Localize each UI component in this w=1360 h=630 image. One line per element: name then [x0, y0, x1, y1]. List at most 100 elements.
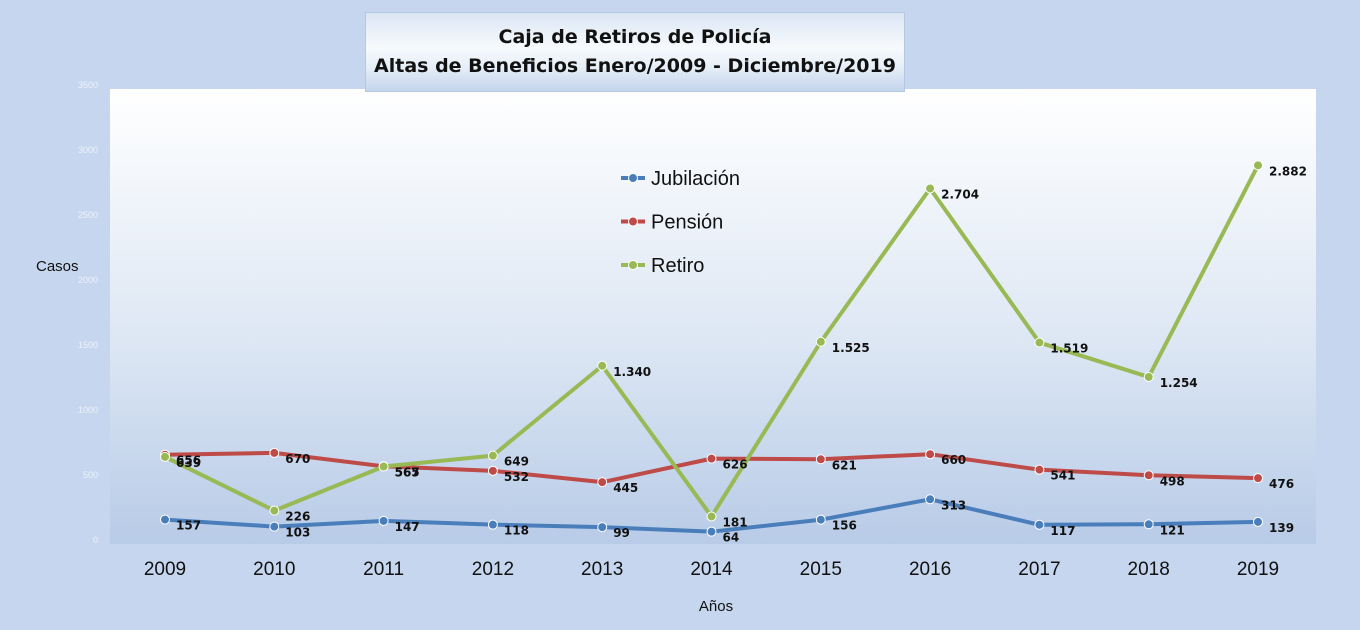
data-label: 1.254 — [1160, 376, 1198, 390]
x-tick-label: 2015 — [800, 559, 842, 580]
y-tick-label: 2000 — [78, 275, 98, 285]
data-point-jubilacion — [269, 521, 280, 532]
data-label: 121 — [1160, 523, 1185, 537]
data-label: 656 — [176, 454, 201, 468]
data-point-retiro — [1253, 160, 1263, 171]
legend-label: Jubilación — [651, 168, 740, 190]
data-point-pension — [597, 477, 608, 488]
data-point-retiro — [1034, 337, 1045, 348]
x-tick-label: 2009 — [144, 559, 186, 580]
x-tick-label: 2011 — [363, 559, 404, 580]
data-point-retiro — [925, 183, 936, 194]
data-label: 639 — [176, 456, 201, 470]
data-label: 541 — [1050, 469, 1075, 483]
data-point-retiro — [269, 505, 280, 516]
data-point-pension — [1253, 473, 1263, 484]
data-label: 313 — [941, 498, 966, 512]
data-point-retiro — [487, 450, 498, 461]
data-labels: 157 103 147 118 99 64 156 313 117 121 139 656 670 567… — [176, 164, 1307, 544]
legend-marker — [628, 216, 638, 227]
y-tick-label: 0 — [93, 535, 98, 545]
x-tick-label: 2012 — [472, 559, 514, 580]
data-label: 139 — [1269, 521, 1294, 535]
x-tick-label: 2010 — [253, 559, 295, 580]
plot-area — [110, 89, 1316, 544]
data-point-pension — [1143, 470, 1154, 481]
data-point-pension — [1034, 464, 1045, 475]
data-label: 621 — [832, 458, 857, 472]
data-label: 117 — [1050, 524, 1075, 538]
data-label: 476 — [1269, 477, 1294, 491]
y-tick-label: 3000 — [78, 145, 98, 155]
legend: Jubilación Pensión Retiro — [621, 168, 740, 277]
data-point-retiro — [597, 360, 608, 371]
data-label: 532 — [504, 470, 529, 484]
data-label: 660 — [941, 453, 966, 467]
series-layer — [160, 160, 1263, 537]
y-axis-title: Casos — [36, 258, 79, 275]
data-label: 118 — [504, 524, 529, 538]
y-tick-label: 2500 — [78, 210, 98, 220]
data-label: 670 — [285, 452, 310, 466]
x-tick-label: 2014 — [690, 559, 733, 580]
data-point-jubilacion — [1034, 519, 1045, 530]
chart-title: Caja de Retiros de Policía — [498, 26, 772, 48]
x-tick-label: 2019 — [1237, 559, 1279, 580]
data-label: 1.525 — [832, 341, 870, 355]
data-point-jubilacion — [378, 515, 389, 526]
data-point-jubilacion — [925, 494, 936, 505]
x-tick-label: 2018 — [1128, 559, 1170, 580]
legend-label: Pensión — [651, 212, 723, 234]
data-label: 498 — [1160, 474, 1185, 488]
data-label: 226 — [285, 510, 310, 524]
data-label: 181 — [723, 515, 748, 529]
data-label: 626 — [723, 458, 748, 472]
data-label: 2.704 — [941, 187, 979, 201]
data-label: 445 — [613, 481, 638, 495]
data-point-jubilacion — [487, 519, 498, 530]
data-point-pension — [925, 449, 936, 460]
data-point-jubilacion — [597, 522, 608, 533]
legend-marker — [628, 173, 638, 183]
data-point-retiro — [1143, 371, 1154, 382]
data-point-jubilacion — [706, 526, 717, 537]
data-point-retiro — [160, 451, 170, 462]
data-point-jubilacion — [160, 514, 170, 525]
data-point-pension — [706, 453, 717, 464]
data-point-jubilacion — [1143, 519, 1154, 530]
data-label: 2.882 — [1269, 164, 1307, 178]
data-label: 64 — [723, 531, 740, 545]
data-label: 567 — [395, 465, 420, 479]
chart-subtitle: Altas de Beneficios Enero/2009 - Diciemb… — [374, 55, 896, 77]
x-tick-label: 2013 — [581, 559, 623, 580]
x-axis-title: Años — [699, 598, 733, 615]
data-label: 103 — [285, 526, 310, 540]
data-point-retiro — [378, 461, 389, 472]
x-tick-label: 2016 — [909, 559, 951, 580]
data-label: 1.519 — [1050, 342, 1088, 356]
y-axis: 0 500 1000 1500 2000 2500 3000 3500 — [78, 80, 98, 545]
chart-title-box: Caja de Retiros de Policía Altas de Bene… — [365, 12, 905, 92]
y-tick-label: 3500 — [78, 80, 98, 90]
data-label: 99 — [613, 526, 630, 540]
data-label: 1.340 — [613, 365, 651, 379]
y-tick-label: 500 — [83, 470, 98, 480]
legend-marker — [628, 260, 638, 270]
data-label: 147 — [395, 520, 420, 534]
data-point-retiro — [706, 511, 717, 522]
data-point-jubilacion — [815, 514, 826, 525]
data-point-jubilacion — [1253, 516, 1263, 527]
x-tick-label: 2017 — [1018, 559, 1060, 580]
data-point-pension — [815, 454, 826, 465]
x-axis: 2009 2010 2011 2012 2013 2014 2015 2016 2017 2018… — [144, 559, 1279, 580]
data-point-pension — [487, 465, 498, 476]
legend-label: Retiro — [651, 255, 704, 277]
data-label: 157 — [176, 519, 201, 533]
data-point-retiro — [815, 336, 826, 347]
data-label: 565 — [395, 466, 420, 480]
data-point-pension — [269, 447, 280, 458]
y-tick-label: 1500 — [78, 340, 98, 350]
data-label: 156 — [832, 519, 857, 533]
y-tick-label: 1000 — [78, 405, 98, 415]
